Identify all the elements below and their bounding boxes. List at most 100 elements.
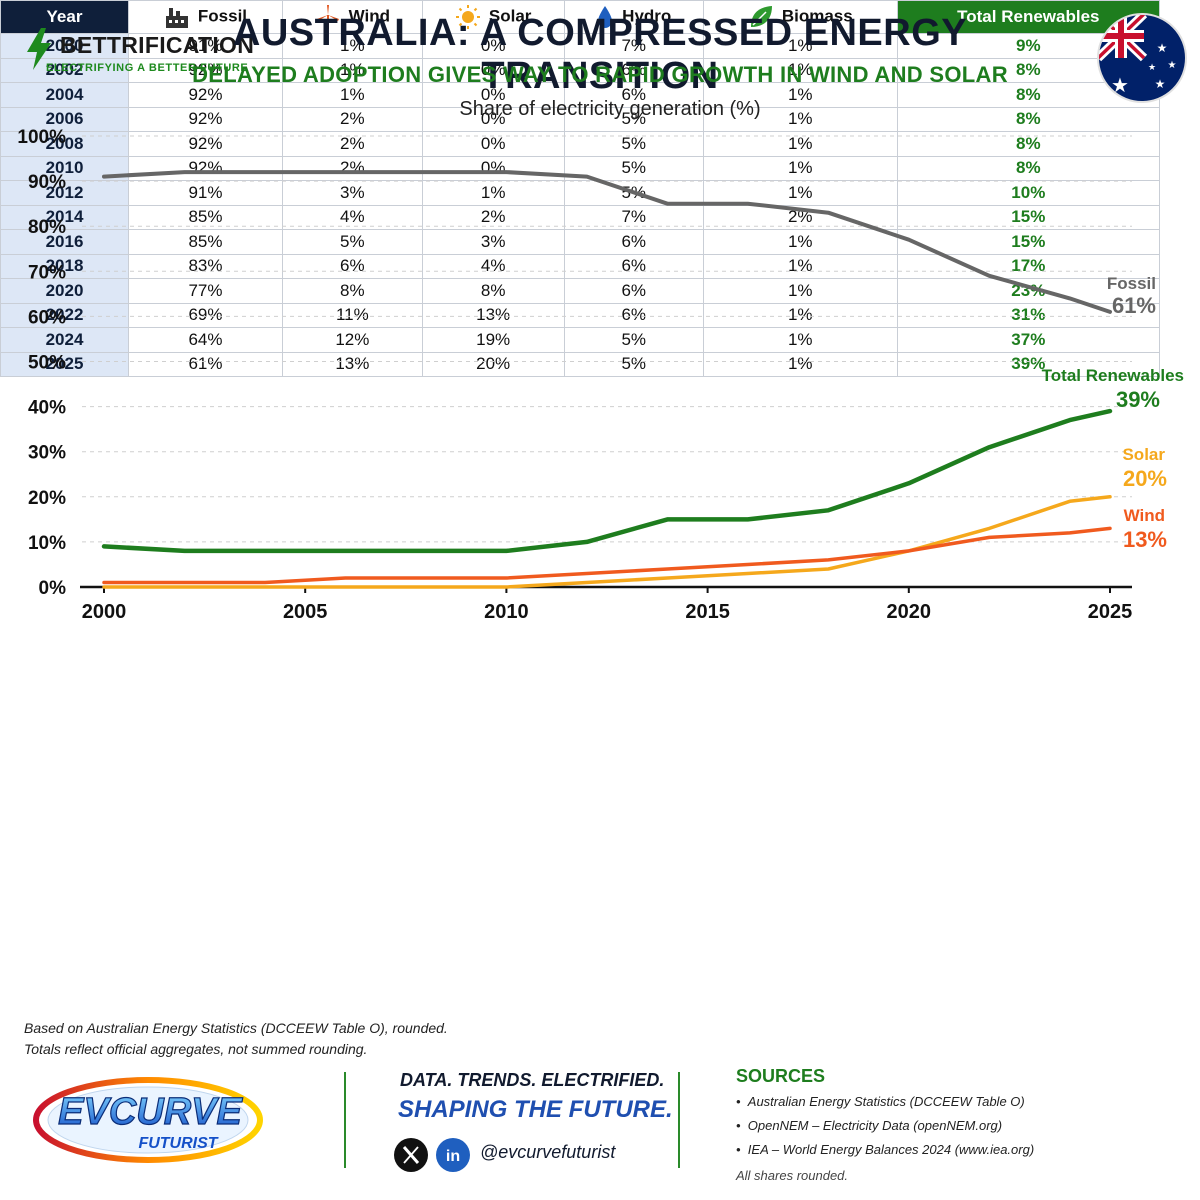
cell-solar: 0%: [421, 82, 565, 108]
cell-year: 2025: [0, 351, 129, 377]
y-tick-label: 90%: [28, 172, 66, 193]
cell-hydro: 6%: [563, 229, 704, 255]
brand-tagline: ELECTRIFYING A BETTER FUTURE: [46, 62, 249, 74]
cell-biomass: 1%: [702, 351, 898, 377]
cell-fossil: 92%: [128, 82, 283, 108]
cell-solar: 3%: [421, 229, 565, 255]
cell-fossil: 92%: [128, 131, 283, 157]
cell-wind: 12%: [281, 327, 423, 353]
cell-fossil: 77%: [128, 278, 283, 304]
series-line-wind: [102, 526, 1112, 585]
cell-fossil: 83%: [128, 253, 283, 279]
cell-solar: 0%: [421, 106, 565, 132]
source-item: • OpenNEM – Electricity Data (openNEM.or…: [736, 1118, 1003, 1133]
y-tick-label: 70%: [28, 262, 66, 283]
col-header-solar-label: Solar: [488, 6, 532, 26]
cell-renewables: 8%: [896, 131, 1161, 157]
table-row: 2002 92% 1% 0% 6% 1% 8%: [0, 57, 1161, 83]
col-header-hydro-label: Hydro: [622, 6, 672, 26]
logo-text-top: EVCURVE: [58, 1091, 243, 1133]
footnote-1: Based on Australian Energy Statistics (D…: [24, 1020, 448, 1036]
cell-year: 2004: [0, 82, 129, 108]
cell-renewables: 8%: [896, 106, 1161, 132]
series-label-total-renewables: Total Renewables: [1042, 366, 1184, 385]
social-handle[interactable]: @evcurvefuturist: [480, 1142, 616, 1162]
cell-renewables: 17%: [896, 253, 1161, 279]
cell-solar: 19%: [421, 327, 565, 353]
cell-fossil: 61%: [128, 351, 283, 377]
cell-biomass: 1%: [702, 327, 898, 353]
australia-flag-icon: ★ ★ ★ ★ ★: [1097, 13, 1187, 103]
table-row: 2018 83% 6% 4% 6% 1% 17%: [0, 253, 1161, 279]
y-tick-label: 40%: [28, 398, 66, 419]
sun-icon: [455, 5, 480, 29]
footer-tagline-2: SHAPING THE FUTURE.: [398, 1096, 673, 1123]
table-row: 2024 64% 12% 19% 5% 1% 37%: [0, 327, 1161, 353]
svg-text:★: ★: [1111, 75, 1129, 97]
line-chart: 0%10%20%30%40%50%60%70%80%90%100% 2000 20…: [17, 127, 1184, 623]
table-row: 2008 92% 2% 0% 5% 1% 8%: [0, 131, 1161, 157]
brand-name: BETTRIFICATION: [60, 32, 255, 58]
logo-text-bottom: FUTURIST: [138, 1135, 218, 1152]
series-end-value-fossil: 61%: [1112, 293, 1156, 318]
sources-title: SOURCES: [736, 1066, 826, 1086]
cell-wind: 6%: [281, 253, 423, 279]
cell-biomass: 1%: [702, 57, 898, 83]
svg-text:in: in: [446, 1148, 460, 1165]
cell-wind: 11%: [281, 302, 423, 328]
series-line-total-renewables: [101, 408, 1113, 554]
cell-biomass: 1%: [702, 278, 898, 304]
table-row: 2006 92% 2% 0% 5% 1% 8%: [0, 106, 1161, 132]
x-social-icon[interactable]: [394, 1138, 428, 1172]
series-end-value-wind: 13%: [1123, 527, 1167, 552]
cell-year: 2006: [0, 106, 129, 132]
cell-solar: 8%: [421, 278, 565, 304]
x-tick-label: 2010: [484, 601, 529, 623]
leaf-icon: [750, 6, 772, 27]
page-title: AUSTRALIA: A COMPRESSED ENERGY TRANSITIO…: [232, 12, 968, 97]
linkedin-icon[interactable]: in: [436, 1138, 470, 1172]
table-header-row: Year Fossil Wind: [0, 0, 1161, 34]
cell-year: 2012: [0, 180, 129, 206]
cell-hydro: 6%: [563, 278, 704, 304]
y-tick-label: 50%: [28, 353, 66, 374]
chart-series: [101, 170, 1113, 589]
col-header-wind-label: Wind: [348, 6, 391, 26]
cell-year: 2022: [0, 302, 129, 328]
y-tick-label: 0%: [39, 578, 67, 599]
cell-wind: 2%: [281, 131, 423, 157]
col-header-hydro: Hydro: [563, 0, 704, 34]
cell-renewables: 10%: [896, 180, 1161, 206]
source-item-text: IEA – World Energy Balances 2024 (www.ie…: [747, 1142, 1035, 1157]
cell-fossil: 92%: [128, 57, 283, 83]
table-row: 2020 77% 8% 8% 6% 1% 23%: [0, 278, 1161, 304]
col-header-year: Year: [0, 0, 129, 34]
series-line-solar: [102, 495, 1112, 589]
col-header-biomass: Biomass: [702, 0, 898, 34]
cell-biomass: 1%: [702, 180, 898, 206]
table-row: 2022 69% 11% 13% 6% 1% 31%: [0, 302, 1161, 328]
cell-year: 2016: [0, 229, 129, 255]
cell-hydro: 5%: [563, 106, 704, 132]
cell-hydro: 6%: [563, 57, 704, 83]
cell-renewables: 37%: [896, 327, 1161, 353]
series-label-wind: Wind: [1124, 506, 1165, 525]
cell-wind: 13%: [281, 351, 423, 377]
footnote-2: Totals reflect official aggregates, not …: [24, 1041, 368, 1057]
svg-text:★: ★: [1148, 62, 1156, 72]
series-end-value-solar: 20%: [1123, 466, 1167, 491]
table-row: 2025 61% 13% 20% 5% 1% 39%: [0, 351, 1161, 377]
x-tick-label: 2015: [685, 601, 730, 623]
cell-wind: 3%: [281, 180, 423, 206]
col-header-fossil-label: Fossil: [197, 6, 248, 26]
x-tick-label: 2025: [1088, 601, 1133, 623]
col-header-biomass-label: Biomass: [781, 6, 853, 26]
cell-renewables: 31%: [896, 302, 1161, 328]
cell-renewables: 39%: [896, 351, 1161, 377]
cell-hydro: 5%: [563, 131, 704, 157]
y-tick-label: 60%: [28, 307, 66, 328]
footer-divider-right: [678, 1072, 680, 1168]
svg-text:★: ★: [1168, 60, 1177, 71]
source-item-text: OpenNEM – Electricity Data (openNEM.org): [747, 1118, 1003, 1133]
